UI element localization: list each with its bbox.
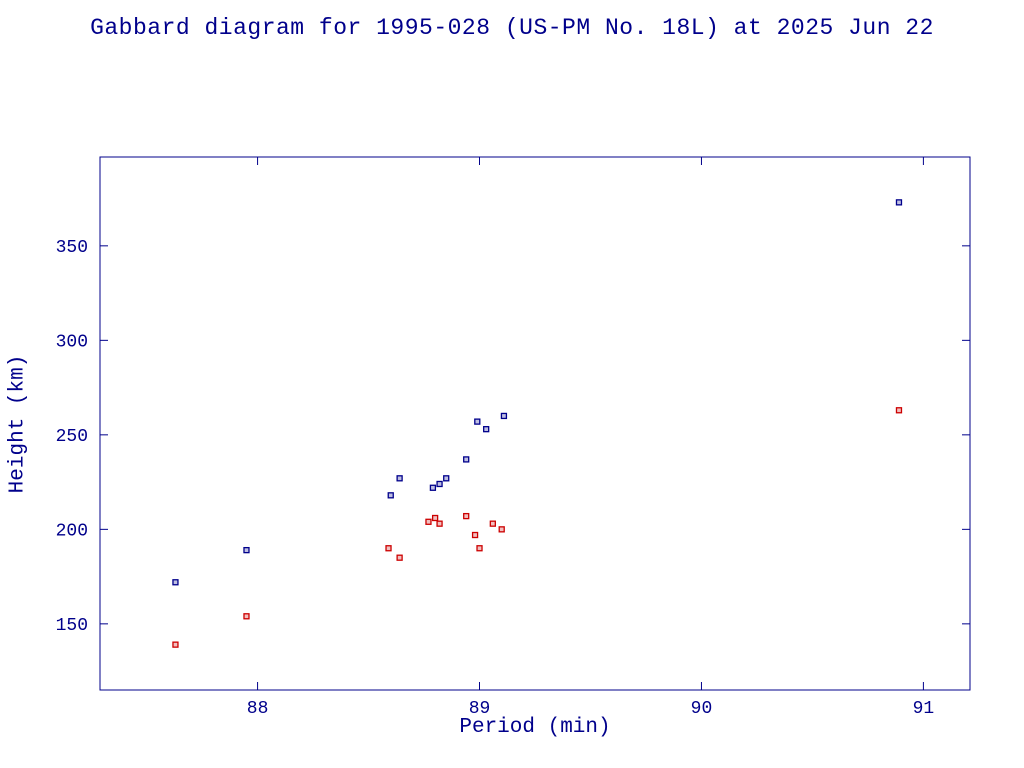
perigee-height-point [436, 520, 443, 527]
x-tick-label: 89 [469, 699, 491, 719]
perigee-height-point [425, 518, 432, 525]
perigee-height-point [476, 545, 483, 552]
chart-title: Gabbard diagram for 1995-028 (US-PM No. … [90, 15, 934, 41]
apogee-height-point [436, 480, 443, 488]
x-tick-label: 91 [913, 699, 935, 719]
apogee-height-point [429, 484, 437, 491]
apogee-height-point [172, 579, 179, 586]
apogee-height-point [387, 492, 394, 499]
perigee-height-point [471, 531, 479, 539]
perigee-height-point [463, 512, 470, 520]
y-tick-label: 350 [56, 238, 88, 258]
perigee-height-point [431, 514, 439, 522]
perigee-height-point [498, 526, 505, 533]
plot-frame [99, 156, 971, 691]
x-tick-label: 88 [247, 699, 269, 719]
perigee-height-point [489, 520, 496, 527]
y-tick-label: 150 [56, 616, 88, 636]
apogee-height-point [443, 475, 450, 482]
perigee-height-point [396, 554, 403, 561]
perigee-height-point [895, 407, 903, 414]
apogee-height-point [396, 475, 403, 482]
perigee-height-point [243, 613, 250, 620]
y-axis-label: Height (km) [6, 354, 30, 494]
y-tick-label: 200 [56, 521, 88, 541]
apogee-height-point [500, 412, 508, 420]
apogee-height-point [483, 426, 490, 433]
y-tick-label: 300 [56, 332, 88, 352]
perigee-height-point [172, 641, 179, 648]
y-tick-label: 250 [56, 427, 88, 447]
x-axis-label: Period (min) [459, 716, 611, 739]
apogee-height-point [895, 199, 903, 206]
perigee-height-point [385, 545, 392, 552]
apogee-height-point [243, 546, 250, 554]
x-tick-label: 90 [691, 699, 713, 719]
apogee-height-point [474, 418, 481, 425]
apogee-height-point [463, 456, 470, 463]
